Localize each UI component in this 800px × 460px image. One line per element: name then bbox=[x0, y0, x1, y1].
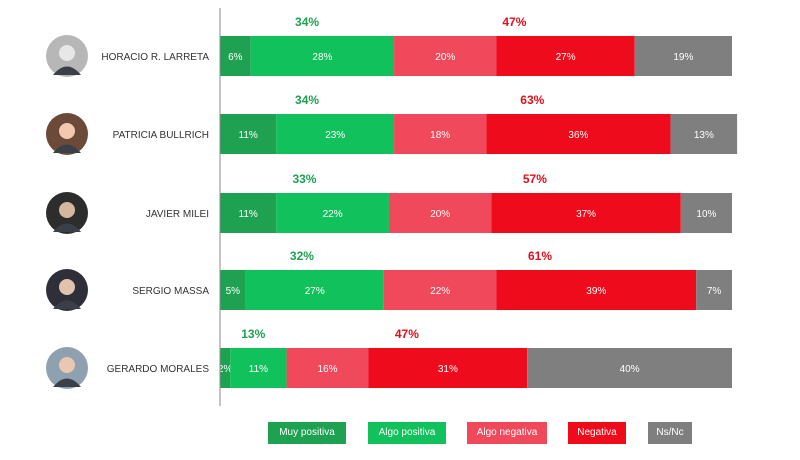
data-label: 16% bbox=[318, 364, 338, 375]
bar-segment bbox=[634, 36, 732, 76]
photo-body bbox=[53, 223, 81, 232]
candidate-photo bbox=[46, 347, 88, 389]
bar-segment bbox=[220, 348, 231, 388]
data-label: 36% bbox=[568, 130, 588, 141]
bar-segment bbox=[486, 114, 671, 154]
photo-face bbox=[59, 45, 75, 61]
photo-face bbox=[59, 202, 75, 218]
photo-body bbox=[53, 144, 81, 153]
photo-body bbox=[53, 300, 81, 309]
data-label: 13% bbox=[694, 130, 714, 141]
legend-item: Ns/Nc bbox=[648, 422, 692, 444]
bar-segment bbox=[496, 270, 697, 310]
bar-segment bbox=[220, 114, 277, 154]
bar-segment bbox=[680, 193, 732, 233]
data-label: 22% bbox=[430, 286, 450, 297]
bar-segment bbox=[496, 36, 635, 76]
photo-face bbox=[59, 357, 75, 373]
data-label: 20% bbox=[430, 209, 450, 220]
bar-segment bbox=[286, 348, 369, 388]
candidate-photo bbox=[46, 269, 88, 311]
data-label: 20% bbox=[435, 52, 455, 63]
bar-segment bbox=[250, 36, 395, 76]
data-label: 27% bbox=[556, 52, 576, 63]
data-label: 19% bbox=[673, 52, 693, 63]
data-label: 2% bbox=[218, 364, 233, 375]
bar-segment bbox=[276, 193, 389, 233]
bar-segment bbox=[220, 193, 277, 233]
candidate-photo bbox=[46, 35, 88, 77]
category-label: GERARDO MORALES bbox=[107, 364, 210, 375]
bar-segment bbox=[276, 114, 395, 154]
positive-total-label: 13% bbox=[241, 327, 265, 341]
data-label: 11% bbox=[239, 130, 258, 141]
bar-segment bbox=[670, 114, 738, 154]
legend-item: Algo positiva bbox=[368, 422, 446, 444]
category-label: SERGIO MASSA bbox=[132, 286, 209, 297]
photo-face bbox=[59, 123, 75, 139]
data-label: 10% bbox=[696, 209, 716, 220]
bar-segment bbox=[230, 348, 287, 388]
legend: Muy positiva Algo positiva Algo negativa Ne… bbox=[0, 422, 800, 446]
candidate-photo bbox=[46, 113, 88, 155]
bar-segment bbox=[696, 270, 732, 310]
negative-total-label: 61% bbox=[528, 249, 552, 263]
bar-segment bbox=[245, 270, 384, 310]
negative-total-label: 57% bbox=[523, 172, 547, 186]
data-label: 37% bbox=[576, 209, 596, 220]
positive-total-label: 32% bbox=[290, 249, 314, 263]
data-label: 7% bbox=[707, 286, 722, 297]
photo-body bbox=[53, 378, 81, 387]
bars: 6% 28% 20% 27% 19% 11% 23% 18% 36% 13% 11% 22% 20% 37… bbox=[218, 36, 738, 388]
positive-total-label: 34% bbox=[295, 15, 319, 29]
photo-face bbox=[59, 279, 75, 295]
positive-total-label: 34% bbox=[295, 93, 319, 107]
photo-body bbox=[53, 66, 81, 75]
total-labels: 34% 47% 34% 63% 33% 57% 32% 61% 13% 47% bbox=[241, 15, 552, 341]
candidate-photo bbox=[46, 192, 88, 234]
category-label: HORACIO R. LARRETA bbox=[101, 52, 209, 63]
bar-segment bbox=[527, 348, 732, 388]
bar-segment bbox=[220, 270, 246, 310]
data-label: 6% bbox=[228, 52, 243, 63]
legend-item: Algo negativa bbox=[467, 422, 547, 444]
negative-total-label: 47% bbox=[502, 15, 526, 29]
negative-total-label: 47% bbox=[395, 327, 419, 341]
bar-segment bbox=[368, 348, 528, 388]
bar-segment bbox=[388, 193, 492, 233]
data-label: 28% bbox=[312, 52, 332, 63]
data-label: 11% bbox=[249, 364, 268, 375]
data-label: 40% bbox=[620, 364, 640, 375]
data-label: 23% bbox=[325, 130, 345, 141]
data-label: 31% bbox=[438, 364, 458, 375]
data-label: 5% bbox=[226, 286, 241, 297]
legend-item: Muy positiva bbox=[268, 422, 346, 444]
category-label: JAVIER MILEI bbox=[146, 209, 209, 220]
negative-total-label: 63% bbox=[520, 93, 544, 107]
candidate-photos bbox=[46, 35, 88, 389]
data-label: 11% bbox=[239, 209, 258, 220]
data-label: 27% bbox=[305, 286, 325, 297]
bar-segment bbox=[394, 36, 497, 76]
data-label: 22% bbox=[323, 209, 343, 220]
category-labels: HORACIO R. LARRETA PATRICIA BULLRICH JAVIE… bbox=[101, 52, 209, 375]
positive-total-label: 33% bbox=[292, 172, 316, 186]
bar-segment bbox=[491, 193, 681, 233]
category-label: PATRICIA BULLRICH bbox=[113, 130, 209, 141]
legend-item: Negativa bbox=[568, 422, 626, 444]
data-label: 39% bbox=[586, 286, 606, 297]
bar-segment bbox=[394, 114, 487, 154]
bar-segment bbox=[383, 270, 497, 310]
bar-segment bbox=[220, 36, 251, 76]
data-label: 18% bbox=[430, 130, 450, 141]
